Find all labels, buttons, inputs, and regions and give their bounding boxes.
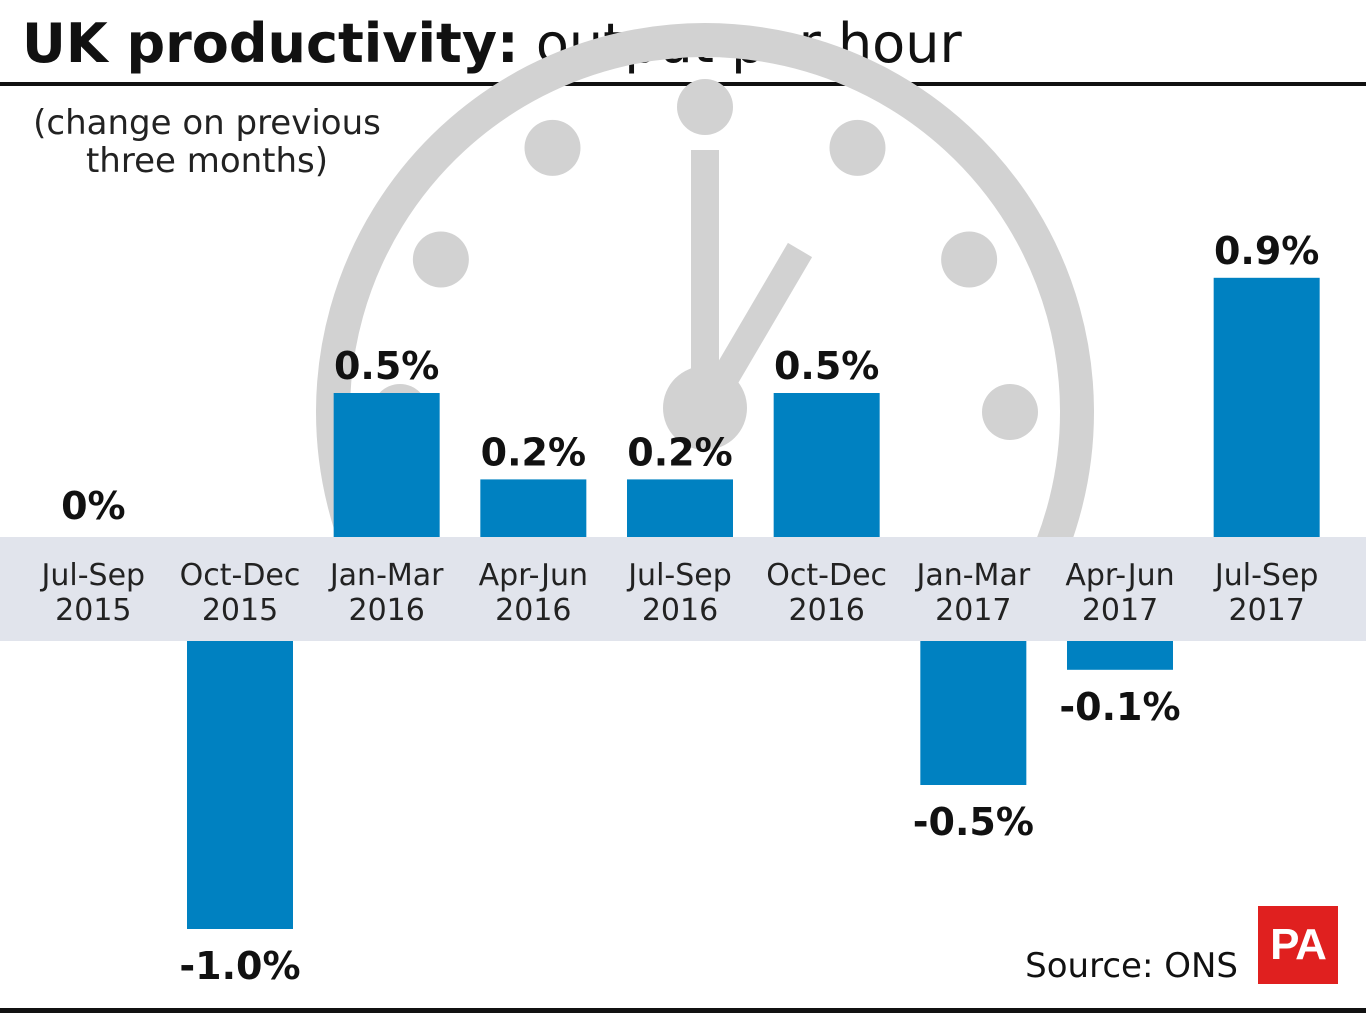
clock-dot [677,79,733,135]
clock-dot [412,231,469,288]
bar [480,479,587,537]
source-note: Source: ONS [1025,946,1238,986]
category-label: 2016 [788,593,864,628]
category-label: Jul-Sep [40,558,146,593]
data-label: 0.2% [481,430,586,474]
category-labels: Jul-Sep2015Oct-Dec2015Jan-Mar2016Apr-Jun… [40,558,1319,628]
bar [773,393,880,537]
title-bold: UK productivity: [22,12,519,75]
clock-dot [829,119,886,176]
bar [627,479,733,537]
data-label: -0.5% [913,800,1034,844]
clock-hub [663,366,747,450]
category-label: 2016 [642,593,718,628]
category-label: 2017 [1082,593,1158,628]
bar [1213,277,1320,537]
clock-dot [941,231,998,288]
data-label: 0% [61,484,126,528]
chart-subtitle: (change on previous three months) [22,104,392,180]
category-label: Apr-Jun [479,558,588,593]
bar [333,393,440,537]
data-label: 0.5% [334,344,439,388]
category-label: Jul-Sep [1213,558,1319,593]
category-label: Jul-Sep [626,558,732,593]
bars [187,277,1320,929]
category-label: Apr-Jun [1065,558,1174,593]
subtitle-line-2: three months) [85,141,329,181]
bar [920,641,1027,785]
bar [187,641,293,929]
data-label: 0.9% [1214,229,1319,273]
data-label: 0.5% [774,344,879,388]
category-label: Oct-Dec [766,558,887,593]
top-rule [0,82,1366,86]
category-label: 2017 [1228,593,1304,628]
data-label: -1.0% [179,944,300,988]
clock-rim [316,23,1094,589]
clock-dot [982,384,1038,440]
category-label: Oct-Dec [180,558,301,593]
category-band [0,537,1366,641]
category-label: 2015 [202,593,278,628]
bar [1067,641,1173,670]
data-labels: 0% -1.0% 0.5% 0.2% 0.2% 0.5% -0.5% -0.1% 0.9% [61,229,1319,988]
category-label: Jan-Mar [328,558,444,593]
category-label: 2016 [348,593,424,628]
clock-dot [524,119,581,176]
category-label: 2015 [55,593,131,628]
clock-minute-hand [691,150,719,380]
category-label: 2017 [935,593,1011,628]
data-label: 0.2% [627,430,732,474]
pa-logo: PA [1258,906,1338,984]
bottom-rule [0,1008,1366,1013]
subtitle-line-1: (change on previous [33,103,381,143]
category-label: Jan-Mar [914,558,1030,593]
data-label: -0.1% [1059,685,1180,729]
category-label: 2016 [495,593,571,628]
